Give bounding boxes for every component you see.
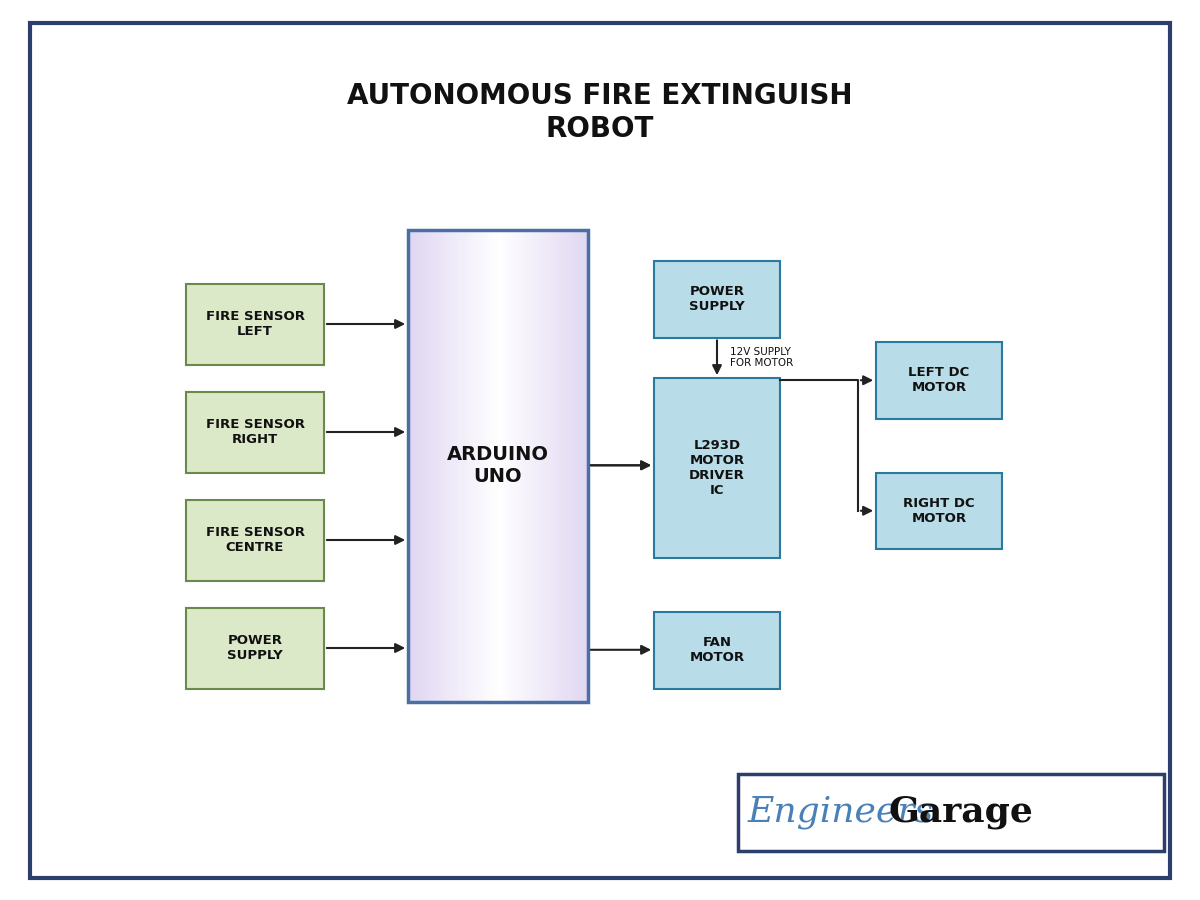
- Bar: [654, 378, 780, 558]
- Text: ARDUINO
UNO: ARDUINO UNO: [448, 446, 550, 486]
- Bar: [876, 342, 1002, 418]
- Bar: [186, 284, 324, 364]
- Text: FAN
MOTOR: FAN MOTOR: [690, 636, 744, 664]
- Text: FIRE SENSOR
LEFT: FIRE SENSOR LEFT: [205, 310, 305, 338]
- Bar: [408, 230, 588, 702]
- Text: RIGHT DC
MOTOR: RIGHT DC MOTOR: [904, 497, 974, 525]
- Bar: [186, 608, 324, 688]
- Text: Engineers: Engineers: [748, 796, 934, 829]
- Bar: [186, 392, 324, 472]
- Text: FIRE SENSOR
RIGHT: FIRE SENSOR RIGHT: [205, 418, 305, 446]
- Text: POWER
SUPPLY: POWER SUPPLY: [689, 285, 745, 313]
- Bar: [654, 612, 780, 688]
- Bar: [186, 500, 324, 580]
- Text: FIRE SENSOR
CENTRE: FIRE SENSOR CENTRE: [205, 526, 305, 554]
- Text: 12V SUPPLY
FOR MOTOR: 12V SUPPLY FOR MOTOR: [730, 346, 793, 368]
- Text: L293D
MOTOR
DRIVER
IC: L293D MOTOR DRIVER IC: [689, 439, 745, 497]
- Text: Garage: Garage: [888, 796, 1033, 829]
- Text: POWER
SUPPLY: POWER SUPPLY: [227, 634, 283, 662]
- Text: LEFT DC
MOTOR: LEFT DC MOTOR: [908, 366, 970, 394]
- Bar: [654, 261, 780, 338]
- Bar: [876, 472, 1002, 549]
- Text: AUTONOMOUS FIRE EXTINGUISH
ROBOT: AUTONOMOUS FIRE EXTINGUISH ROBOT: [347, 82, 853, 143]
- Bar: [738, 774, 1164, 850]
